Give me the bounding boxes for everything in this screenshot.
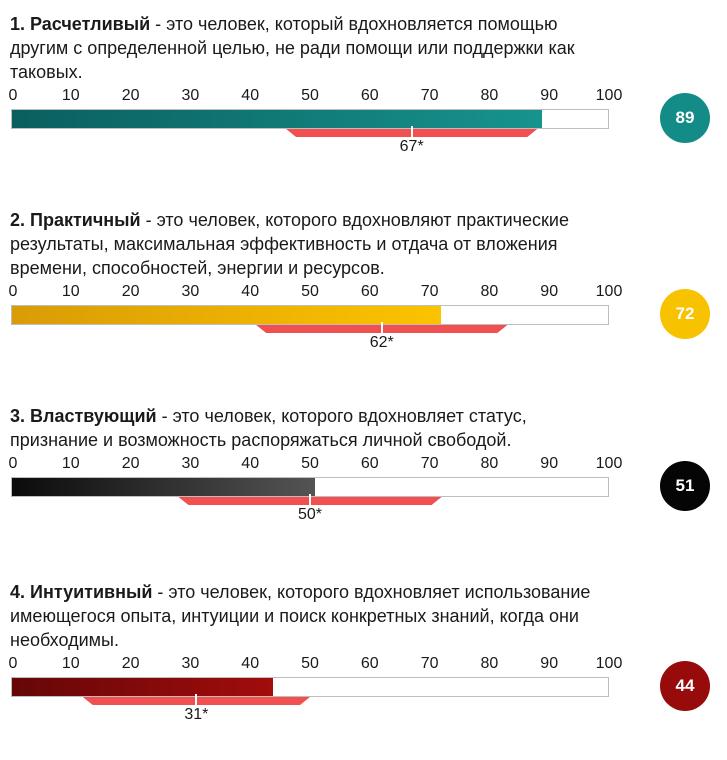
profile-title: Расчетливый bbox=[30, 14, 151, 34]
average-label: 50* bbox=[297, 506, 323, 523]
tick-label: 30 bbox=[181, 87, 200, 104]
profile-description: 2. Практичный - это человек, которого вд… bbox=[10, 208, 635, 280]
tick-label: 0 bbox=[8, 283, 18, 300]
tick-label: 60 bbox=[360, 455, 379, 472]
profile-number: 1. bbox=[10, 14, 31, 34]
tick-label: 90 bbox=[540, 87, 559, 104]
tick-label: 50 bbox=[301, 283, 319, 300]
profile-description-line: необходимы. bbox=[10, 630, 119, 650]
profile-description: 1. Расчетливый - это человек, который вд… bbox=[10, 12, 635, 84]
profile-description-line: времени, способностей, энергии и ресурсо… bbox=[10, 258, 385, 278]
tick-label: 70 bbox=[420, 283, 439, 300]
tick-label: 20 bbox=[121, 655, 140, 672]
average-marker bbox=[410, 126, 413, 138]
axis-ticks: 0 10 20 30 40 50 60 70 80 90 100 bbox=[0, 454, 640, 474]
score-badge: 51 bbox=[660, 461, 710, 511]
tick-label: 90 bbox=[540, 455, 559, 472]
profile-description-line: таковых. bbox=[10, 62, 83, 82]
tick-label: 80 bbox=[480, 283, 499, 300]
profile-description-line: имеющегося опыта, интуиции и поиск конкр… bbox=[10, 606, 579, 626]
average-marker bbox=[380, 322, 383, 334]
profile-title: Властвующий bbox=[30, 406, 157, 426]
axis-ticks: 0 10 20 30 40 50 60 70 80 90 100 bbox=[0, 86, 640, 106]
tick-label: 70 bbox=[420, 655, 439, 672]
tick-label: 80 bbox=[480, 455, 499, 472]
average-label: 31* bbox=[184, 706, 209, 723]
score-bar-fill bbox=[12, 110, 543, 128]
tick-label: 50 bbox=[301, 455, 319, 472]
profile-description-line: результаты, максимальная эффективность и… bbox=[10, 234, 558, 254]
profile-section-4: 4. Интуитивный - это человек, которого в… bbox=[0, 580, 727, 760]
tick-label: 0 bbox=[8, 87, 18, 104]
profile-section-2: 2. Практичный - это человек, которого вд… bbox=[0, 208, 727, 388]
score-bar-fill bbox=[12, 678, 274, 696]
score-bar-track bbox=[11, 677, 609, 697]
tick-label: 40 bbox=[241, 283, 260, 300]
tick-label: 30 bbox=[181, 655, 200, 672]
tick-label: 20 bbox=[121, 283, 140, 300]
score-bar-fill bbox=[12, 306, 441, 324]
average-marker bbox=[309, 494, 311, 506]
tick-label: 80 bbox=[480, 655, 499, 672]
profile-description-line: другим с определенной целью, не ради пом… bbox=[10, 38, 575, 58]
profile-description-line: признание и возможность распоряжаться ли… bbox=[10, 430, 512, 450]
tick-label: 10 bbox=[61, 655, 80, 672]
tick-label: 100 bbox=[595, 283, 623, 300]
profile-description-line: - это человек, которого вдохновляет стат… bbox=[156, 406, 527, 426]
average-label: 62* bbox=[369, 334, 394, 351]
tick-label: 80 bbox=[480, 87, 499, 104]
profile-number: 3. bbox=[10, 406, 31, 426]
axis-ticks: 0 10 20 30 40 50 60 70 80 90 100 bbox=[0, 282, 640, 302]
tick-label: 70 bbox=[420, 87, 439, 104]
average-marker bbox=[195, 694, 198, 706]
profile-description: 3. Властвующий - это человек, которого в… bbox=[10, 404, 635, 452]
profile-section-3: 3. Властвующий - это человек, которого в… bbox=[0, 404, 727, 584]
tick-label: 30 bbox=[181, 455, 200, 472]
score-badge: 72 bbox=[660, 289, 710, 339]
score-badge: 44 bbox=[660, 661, 710, 711]
profile-description-line: - это человек, который вдохновляется пом… bbox=[150, 14, 558, 34]
tick-label: 20 bbox=[121, 455, 140, 472]
tick-label: 30 bbox=[181, 283, 200, 300]
tick-label: 40 bbox=[241, 455, 260, 472]
profile-description: 4. Интуитивный - это человек, которого в… bbox=[10, 580, 635, 652]
tick-label: 90 bbox=[540, 655, 559, 672]
tick-label: 70 bbox=[420, 455, 439, 472]
profile-description-line: - это человек, которого вдохновляет испо… bbox=[152, 582, 591, 602]
score-bar-track bbox=[11, 305, 609, 325]
tick-label: 90 bbox=[540, 283, 559, 300]
tick-label: 40 bbox=[241, 87, 260, 104]
average-label: 67* bbox=[399, 138, 424, 155]
tick-label: 10 bbox=[61, 283, 80, 300]
tick-label: 100 bbox=[595, 455, 623, 472]
score-badge: 89 bbox=[660, 93, 710, 143]
tick-label: 40 bbox=[241, 655, 260, 672]
tick-label: 0 bbox=[8, 655, 18, 672]
tick-label: 100 bbox=[595, 655, 623, 672]
tick-label: 60 bbox=[360, 283, 379, 300]
profile-number: 4. bbox=[10, 582, 31, 602]
score-bar-track bbox=[11, 109, 609, 129]
tick-label: 60 bbox=[360, 87, 379, 104]
tick-label: 100 bbox=[595, 87, 623, 104]
tick-label: 50 bbox=[301, 87, 319, 104]
tick-label: 60 bbox=[360, 655, 379, 672]
axis-ticks: 0 10 20 30 40 50 60 70 80 90 100 bbox=[0, 654, 640, 674]
tick-label: 50 bbox=[301, 655, 319, 672]
profile-description-line: - это человек, которого вдохновляют прак… bbox=[140, 210, 569, 230]
score-bar-fill bbox=[12, 478, 315, 496]
profile-title: Интуитивный bbox=[30, 582, 153, 602]
profile-number: 2. bbox=[10, 210, 31, 230]
tick-label: 20 bbox=[121, 87, 140, 104]
tick-label: 10 bbox=[61, 455, 80, 472]
tick-label: 0 bbox=[8, 455, 18, 472]
profile-title: Практичный bbox=[30, 210, 141, 230]
profile-section-1: 1. Расчетливый - это человек, который вд… bbox=[0, 12, 727, 192]
tick-label: 10 bbox=[61, 87, 80, 104]
